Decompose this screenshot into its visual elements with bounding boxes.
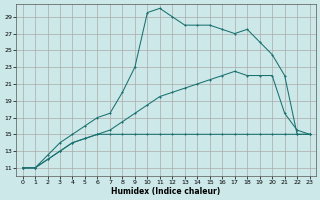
X-axis label: Humidex (Indice chaleur): Humidex (Indice chaleur) — [111, 187, 221, 196]
